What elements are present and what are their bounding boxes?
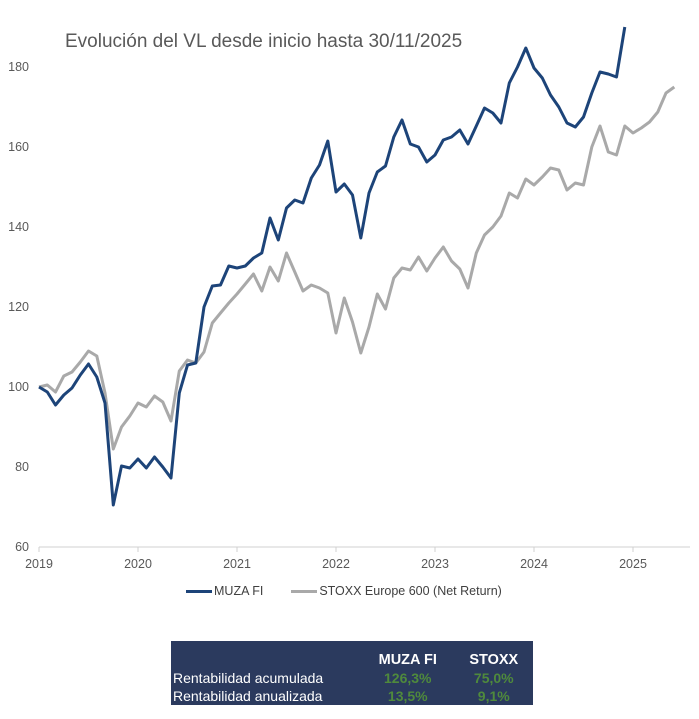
y-axis: 60 80 100 120 140 160 180 [8,60,29,554]
legend-label-muza: MUZA FI [214,584,264,598]
performance-table: MUZA FI STOXX Rentabilidad acumulada 126… [171,641,533,705]
legend-item-stoxx: STOXX Europe 600 (Net Return) [291,584,502,598]
x-tick-label: 2025 [619,557,647,571]
y-tick-label: 160 [8,140,29,154]
legend-label-stoxx: STOXX Europe 600 (Net Return) [319,584,502,598]
series-line-stoxx-europe-600 [38,85,676,451]
line-chart: 60 80 100 120 140 160 180 2019 2020 2021 2022 2023… [8,26,690,571]
y-tick-label: 180 [8,60,29,74]
x-axis: 2019 2020 2021 2022 2023 2024 2025 [25,546,690,571]
legend-swatch-stoxx [291,589,318,593]
y-tick-label: 140 [8,220,29,234]
y-tick-label: 80 [15,460,29,474]
stoxx-value: 75,0% [473,670,514,686]
series-line-muza-fi [38,26,627,507]
header-muza: MUZA FI [378,652,437,668]
table-row: Rentabilidad acumulada 126,3% 75,0% [171,669,533,687]
x-tick-label: 2023 [421,557,449,571]
legend-swatch-muza [186,589,212,593]
legend: MUZA FI STOXX Europe 600 (Net Return) [186,584,530,598]
x-tick-label: 2020 [124,557,152,571]
muza-value: 126,3% [384,670,432,686]
row-label: Rentabilidad anualizada [173,688,323,704]
legend-item-muza: MUZA FI [186,584,263,598]
chart-title: Evolución del VL desde inicio hasta 30/1… [65,31,463,52]
y-tick-label: 120 [8,300,29,314]
header-blank [171,641,361,669]
x-tick-label: 2022 [322,557,350,571]
stoxx-value: 9,1% [477,688,510,704]
row-label: Rentabilidad acumulada [173,670,324,686]
x-tick-label: 2021 [223,557,251,571]
table-header-row: MUZA FI STOXX [171,641,533,669]
y-tick-label: 60 [15,540,29,554]
x-tick-label: 2024 [520,557,548,571]
muza-value: 13,5% [387,688,428,704]
series-lines [38,26,676,507]
table-row: Rentabilidad anualizada 13,5% 9,1% [171,687,533,705]
y-tick-label: 100 [8,380,29,394]
x-tick-label: 2019 [25,557,53,571]
header-stoxx: STOXX [469,652,519,668]
